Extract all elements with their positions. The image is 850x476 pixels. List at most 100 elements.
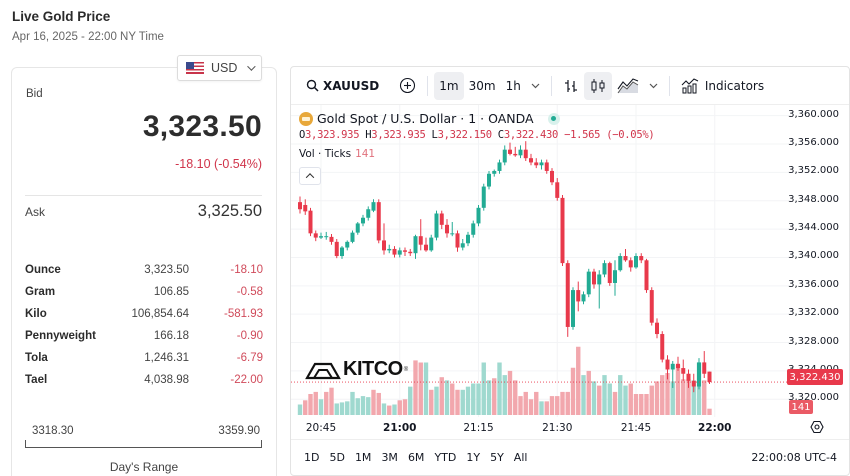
low-value: 3,322.150 xyxy=(437,129,493,141)
currency-select[interactable]: USD xyxy=(177,55,262,81)
range-all[interactable]: All xyxy=(513,451,528,464)
kitco-text: KITCO xyxy=(343,358,403,380)
day-range-bar xyxy=(25,440,262,448)
bar-style-button[interactable] xyxy=(558,72,584,100)
plus-circle-icon xyxy=(400,77,416,94)
unit-row: Ounce 3,323.50 -18.10 xyxy=(25,259,263,281)
price-axis-label: 3,320.000 xyxy=(788,392,839,404)
unit-price: 3,323.50 xyxy=(144,264,189,276)
time-axis-label: 20:45 xyxy=(305,422,337,434)
chart-type-dropdown[interactable] xyxy=(644,72,663,100)
unit-change: -6.79 xyxy=(236,352,263,364)
page-title: Live Gold Price xyxy=(12,9,111,24)
symbol-search[interactable]: XAUUSD xyxy=(301,72,384,100)
unit-row: Tola 1,246.31 -6.79 xyxy=(25,347,263,369)
unit-price: 166.18 xyxy=(153,330,189,342)
divider xyxy=(25,195,262,196)
time-axis-label: 21:15 xyxy=(463,422,494,434)
volume-legend: Vol · Ticks 141 xyxy=(299,148,376,160)
symbol-description: Gold Spot / U.S. Dollar · 1 · OANDA xyxy=(317,111,534,126)
unit-price-table: Ounce 3,323.50 -18.10 Gram 106.85 -0.58 … xyxy=(25,259,263,391)
time-axis-label: 21:30 xyxy=(542,422,573,434)
candles-style-button[interactable] xyxy=(583,71,612,100)
chart-widget: XAUUSD 1m 30m 1h Indicators xyxy=(290,66,850,476)
currency-label: USD xyxy=(211,61,238,75)
indicators-button[interactable]: Indicators xyxy=(676,72,769,100)
area-style-button[interactable] xyxy=(612,72,644,100)
change-value: −1.565 (−0.05%) xyxy=(564,129,655,141)
price-axis-label: 3,332.000 xyxy=(788,307,839,319)
range-bar: 1D 5D 1M 3M 6M YTD 1Y 5Y All 22:00:08 UT… xyxy=(291,439,849,475)
compare-button[interactable] xyxy=(394,72,421,100)
unit-name: Pennyweight xyxy=(25,330,96,342)
range-1y[interactable]: 1Y xyxy=(466,451,481,464)
range-5y[interactable]: 5Y xyxy=(490,451,504,464)
unit-price: 1,246.31 xyxy=(144,352,189,364)
price-card: Bid 3,323.50 -18.10 (-0.54%) Ask 3,325.5… xyxy=(11,67,277,476)
unit-row: Gram 106.85 -0.58 xyxy=(25,281,263,303)
unit-price: 4,038.98 xyxy=(144,374,189,386)
toolbar-divider xyxy=(550,75,552,96)
price-axis-label: 3,360.000 xyxy=(788,108,839,120)
kitco-watermark: KITCO ® xyxy=(305,358,408,381)
volume-tag: 141 xyxy=(789,400,813,414)
ask-label: Ask xyxy=(25,205,46,219)
range-ytd[interactable]: YTD xyxy=(434,451,457,464)
unit-name: Gram xyxy=(25,286,56,298)
price-axis-label: 3,356.000 xyxy=(788,137,839,148)
high-value: 3,323.935 xyxy=(371,129,426,141)
bid-label: Bid xyxy=(26,88,43,100)
unit-name: Ounce xyxy=(25,264,61,276)
market-status-icon xyxy=(547,112,560,125)
search-icon xyxy=(306,79,319,92)
unit-price: 106,854.64 xyxy=(131,308,189,320)
price-axis-label: 3,328.000 xyxy=(788,335,839,347)
chart-clock: 22:00:08 UTC-4 xyxy=(751,451,837,464)
chevron-down-icon xyxy=(247,62,257,71)
interval-1m[interactable]: 1m xyxy=(434,71,464,100)
chart-legend-title: Gold Spot / U.S. Dollar · 1 · OANDA xyxy=(299,111,560,126)
unit-price: 106.85 xyxy=(153,286,189,298)
last-price-tag: 3,322.430 xyxy=(787,369,843,385)
page-subtitle: Apr 16, 2025 - 22:00 NY Time xyxy=(12,31,164,43)
toolbar-divider xyxy=(427,75,429,96)
time-axis-label: 21:00 xyxy=(383,422,417,434)
day-range-label: Day's Range xyxy=(109,460,179,474)
kitco-logo-icon xyxy=(305,362,341,379)
bars-icon xyxy=(564,79,577,92)
us-flag-icon xyxy=(186,62,204,74)
indicators-icon xyxy=(681,78,699,94)
settings-icon[interactable] xyxy=(810,420,824,434)
price-axis-label: 3,344.000 xyxy=(788,222,839,234)
ohlc-legend: O3,323.935 H3,323.935 L3,322.150 C3,322.… xyxy=(299,129,655,141)
range-1d[interactable]: 1D xyxy=(304,451,320,464)
gold-logo-icon xyxy=(299,111,313,126)
price-chart[interactable] xyxy=(291,105,791,417)
unit-change: -581.93 xyxy=(223,308,263,320)
unit-row: Kilo 106,854.64 -581.93 xyxy=(25,303,263,325)
interval-1h[interactable]: 1h xyxy=(505,78,521,93)
unit-change: -18.10 xyxy=(230,264,263,276)
range-5d[interactable]: 5D xyxy=(329,451,345,464)
open-value: 3,323.935 xyxy=(305,129,360,141)
chevron-down-icon xyxy=(531,83,540,88)
close-value: 3,322.430 xyxy=(503,129,559,141)
range-6m[interactable]: 6M xyxy=(407,451,425,464)
interval-dropdown[interactable] xyxy=(526,72,545,100)
price-axis-label: 3,352.000 xyxy=(788,165,839,177)
interval-30m[interactable]: 30m xyxy=(468,78,496,93)
unit-change: -22.00 xyxy=(230,374,263,386)
time-axis-label: 21:45 xyxy=(620,422,652,434)
chart-toolbar: XAUUSD 1m 30m 1h Indicators xyxy=(291,67,849,105)
unit-name: Tola xyxy=(25,352,48,364)
day-range-low: 3318.30 xyxy=(32,425,74,437)
time-axis-label: 22:00 xyxy=(698,422,732,434)
area-chart-icon xyxy=(617,77,639,93)
range-3m[interactable]: 3M xyxy=(381,451,398,464)
unit-change: -0.90 xyxy=(236,330,263,342)
range-1m[interactable]: 1M xyxy=(354,451,372,464)
unit-row: Tael 4,038.98 -22.00 xyxy=(25,369,263,391)
bid-value: 3,323.50 xyxy=(142,110,262,143)
indicators-label: Indicators xyxy=(704,78,765,93)
collapse-legend-button[interactable] xyxy=(299,167,321,185)
